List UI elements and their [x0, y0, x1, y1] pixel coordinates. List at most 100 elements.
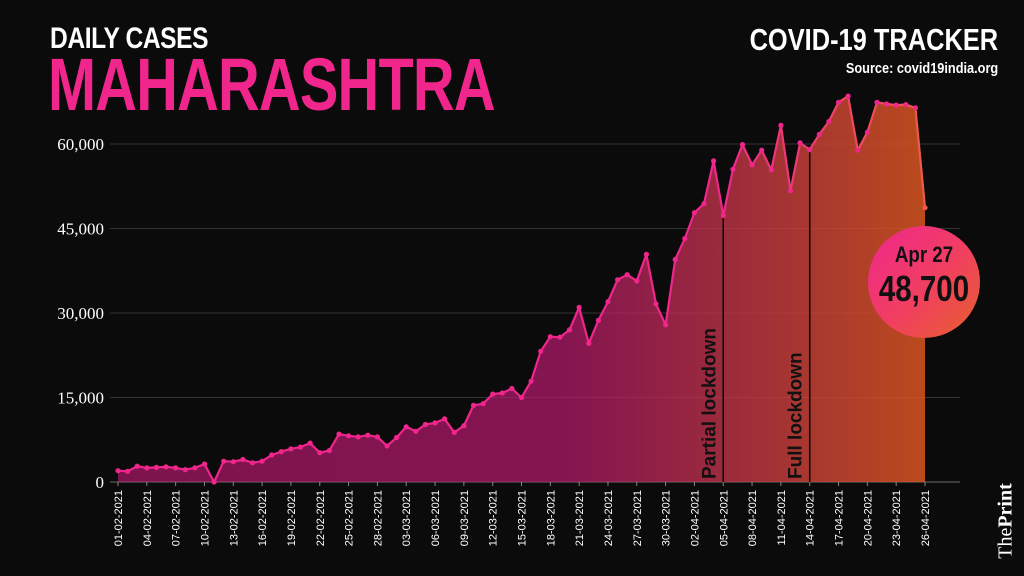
latest-value-callout: Apr 27 48,700 — [868, 226, 980, 338]
annotation-label: Full lockdown — [786, 352, 807, 479]
tracker-heading: COVID-19 TRACKER — [749, 22, 998, 57]
data-point — [374, 434, 380, 440]
x-tick-label: 09-03-2021 — [459, 490, 471, 546]
data-point — [259, 458, 265, 464]
data-point — [835, 99, 842, 105]
x-tick-label: 24-03-2021 — [603, 490, 615, 546]
data-point — [557, 334, 563, 340]
data-point — [749, 162, 755, 168]
data-point — [480, 401, 486, 407]
data-point — [816, 131, 822, 137]
data-point — [288, 446, 294, 452]
x-tick-label: 20-04-2021 — [862, 490, 874, 546]
data-point — [144, 465, 150, 471]
data-point — [682, 236, 688, 242]
x-tick-label: 12-03-2021 — [488, 490, 500, 546]
brand-logo: ThePrint — [994, 476, 1018, 566]
data-point — [211, 479, 217, 485]
x-tick-label: 08-04-2021 — [747, 490, 759, 546]
data-point — [730, 166, 736, 172]
x-tick-label: 07-02-2021 — [171, 490, 183, 546]
x-tick-label: 14-04-2021 — [805, 490, 817, 546]
data-point — [509, 385, 515, 392]
data-point — [547, 334, 553, 340]
data-point — [701, 201, 707, 207]
data-point — [634, 278, 640, 284]
data-point — [855, 147, 861, 153]
data-point — [413, 428, 419, 434]
data-point — [845, 93, 851, 99]
y-tick-label: 15,000 — [57, 389, 104, 408]
x-tick-label: 04-02-2021 — [142, 490, 154, 546]
data-point — [403, 424, 409, 430]
data-point — [643, 251, 650, 257]
x-tick-label: 02-04-2021 — [689, 490, 701, 546]
data-point — [297, 444, 304, 450]
data-point — [884, 101, 890, 107]
callout-date: Apr 27 — [894, 242, 954, 267]
data-point — [326, 447, 332, 454]
brand-prefix: The — [994, 527, 1017, 559]
data-point — [864, 129, 871, 135]
data-point — [307, 440, 313, 446]
y-tick-label: 45,000 — [57, 220, 104, 239]
data-point — [192, 465, 198, 471]
data-point — [278, 449, 284, 455]
data-point — [874, 99, 880, 105]
data-point — [461, 423, 467, 429]
data-point — [240, 456, 246, 463]
data-point — [653, 301, 659, 307]
data-point — [711, 158, 717, 164]
data-point — [595, 317, 602, 323]
data-point — [346, 433, 352, 439]
annotation-label: Partial lockdown — [699, 328, 720, 479]
data-point — [797, 140, 803, 146]
x-tick-label: 27-03-2021 — [632, 490, 644, 546]
data-point — [355, 434, 361, 440]
x-tick-label: 15-03-2021 — [517, 490, 529, 546]
data-point — [778, 122, 784, 128]
data-point — [893, 102, 899, 108]
data-point — [663, 322, 669, 328]
x-tick-label: 28-02-2021 — [372, 490, 384, 546]
data-point — [442, 416, 448, 422]
data-point — [538, 348, 544, 354]
data-point — [672, 256, 678, 263]
data-point — [230, 459, 236, 465]
data-point — [201, 461, 208, 467]
data-point — [173, 465, 179, 471]
data-point — [153, 464, 159, 470]
x-tick-label: 19-02-2021 — [286, 490, 298, 546]
x-tick-label: 05-04-2021 — [718, 490, 730, 546]
x-tick-label: 11-04-2021 — [776, 490, 788, 545]
data-point — [490, 391, 496, 397]
data-point — [528, 378, 534, 384]
data-point — [451, 429, 457, 435]
data-point — [605, 299, 611, 305]
x-tick-label: 06-03-2021 — [430, 490, 442, 546]
x-tick-label: 01-02-2021 — [113, 490, 125, 546]
x-tick-label: 18-03-2021 — [545, 490, 557, 546]
data-point — [182, 467, 188, 473]
x-tick-label: 21-03-2021 — [574, 490, 586, 546]
data-point — [566, 327, 573, 333]
data-point — [768, 167, 774, 173]
data-point — [826, 118, 832, 125]
data-point — [903, 102, 909, 108]
data-point — [470, 402, 477, 408]
x-tick-label: 26-04-2021 — [920, 490, 932, 546]
data-point — [115, 468, 121, 474]
data-point — [807, 147, 813, 153]
x-tick-label: 22-02-2021 — [315, 490, 327, 546]
x-tick-label: 17-04-2021 — [834, 490, 846, 546]
y-tick-label: 30,000 — [57, 304, 104, 323]
data-point — [365, 432, 371, 438]
x-tick-label: 03-03-2021 — [401, 490, 413, 546]
data-point — [336, 431, 342, 437]
x-tick-label: 30-03-2021 — [661, 490, 673, 546]
x-tick-label: 25-02-2021 — [344, 490, 356, 546]
data-point — [422, 421, 428, 428]
data-point — [394, 434, 400, 441]
data-point — [269, 452, 275, 458]
data-point — [125, 468, 131, 474]
